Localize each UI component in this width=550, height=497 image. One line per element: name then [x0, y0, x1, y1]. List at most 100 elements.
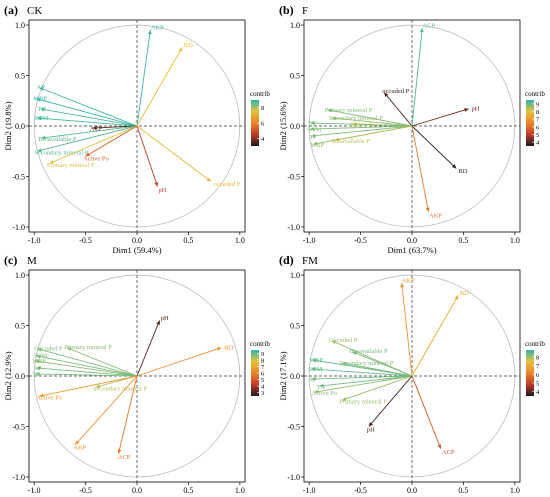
y-tick-label: -1.0	[12, 223, 25, 232]
vector-arrow-line	[368, 375, 413, 427]
legend-tick-label: 8	[261, 105, 264, 112]
vector-arrow-head	[35, 359, 40, 364]
vector-arrow-line	[310, 125, 413, 130]
legend-title: contrib	[250, 340, 270, 348]
vector-arrow-head	[37, 116, 42, 121]
vector-arrow-line	[37, 348, 138, 377]
vector-arrow-line	[136, 125, 212, 182]
legend-tick-label: 6	[261, 121, 265, 128]
vector-arrow-head	[95, 384, 101, 388]
vector-bd: BD	[136, 344, 234, 377]
vector-bd: BD	[411, 290, 469, 377]
vector-akp: AKP	[400, 278, 415, 377]
vector-label: TN	[307, 120, 316, 127]
vector-arrow-line	[136, 347, 222, 377]
panel-label: (c)	[4, 253, 17, 267]
legend-colorbar	[251, 350, 259, 396]
x-tick-label: 0.0	[407, 486, 417, 495]
vector-ap: AP	[308, 125, 413, 141]
vector-tn: TN	[316, 375, 413, 391]
vector-primary-mineral-p: Primary mineral P	[325, 107, 413, 127]
vector-arrow-head	[92, 125, 97, 130]
x-tick-label: 0.5	[458, 486, 468, 495]
vector-arrow-head	[216, 347, 222, 351]
vector-arrow-line	[411, 28, 423, 127]
vector-label: pH	[471, 105, 479, 112]
vector-arrow-line	[49, 125, 138, 164]
vector-arrow-line	[331, 117, 413, 127]
vector-tn: TN	[32, 371, 138, 378]
vector-label: Active Po	[83, 155, 109, 162]
y-tick-label: 0.0	[290, 122, 300, 131]
vector-ph: pH	[136, 125, 167, 194]
legend-tick-label: 3	[261, 390, 264, 397]
vector-arrow-line	[319, 375, 413, 387]
vector-arrow-head	[331, 340, 337, 345]
vector-arrow-head	[311, 376, 316, 381]
vector-label: pH	[159, 187, 167, 194]
vector-arrow-line	[311, 125, 413, 137]
vector-arrow-head	[327, 108, 333, 113]
y-tick-label: 1.0	[290, 21, 300, 30]
vector-occuded-p: Occuded P	[34, 345, 138, 377]
vector-label: Secondary mineral P	[34, 149, 89, 156]
vector-arrow-head	[49, 159, 55, 164]
x-tick-label: 1.0	[510, 486, 520, 495]
vector-arrow-line	[40, 108, 138, 127]
vector-label: MBP	[33, 95, 47, 102]
legend-colorbar	[526, 100, 534, 146]
vector-arrow-head	[154, 182, 159, 187]
vector-active-po: Active Po	[311, 375, 413, 397]
vector-arrow-head	[419, 28, 424, 33]
vector-arrow-line	[401, 283, 413, 377]
vector-arrow-head	[454, 295, 459, 300]
vector-arrow-line	[36, 355, 138, 377]
x-tick-label: -0.5	[79, 236, 92, 245]
vector-arrow-line	[118, 375, 138, 454]
vector-label: MBP	[32, 358, 46, 365]
vector-arrow-head	[67, 347, 72, 352]
vector-akp: AKP	[411, 125, 442, 219]
vector-som: SOM	[33, 353, 138, 377]
vector-akp: AKP	[73, 375, 138, 451]
vector-arrow-head	[85, 152, 91, 157]
vector-label: AKP	[429, 212, 442, 219]
vector-arrow-head	[400, 283, 405, 288]
vector-label: occuded P	[382, 88, 409, 95]
vector-arrow-head	[35, 372, 40, 377]
vector-arrow-line	[37, 125, 138, 152]
legend-tick-label: 4	[261, 136, 265, 143]
vector-arrow-line	[39, 375, 138, 397]
vector-arrow-head	[36, 354, 41, 359]
vector-ph: pH	[136, 315, 169, 377]
vector-primary-mineral-p: Primary mineral P	[64, 344, 138, 377]
vector-label: BD	[224, 344, 233, 351]
vector-arrow-head	[39, 393, 44, 398]
vector-label: SOM	[308, 366, 322, 373]
vector-mbp: MBP	[32, 358, 138, 377]
x-axis-title: Dim1 (63.7%)	[387, 245, 436, 255]
vector-som: SOM	[34, 115, 138, 127]
legend-tick-label: 8	[536, 109, 539, 116]
vector-arrow-head	[310, 121, 315, 126]
vector-primary-mineral-p: Primary mineral P	[339, 375, 413, 406]
vector-secondary-mineral-p: Secondary mineral P	[93, 375, 147, 392]
legend-tick-label: 7	[536, 117, 540, 124]
vector-arrow-line	[66, 347, 138, 377]
y-tick-label: 0.5	[15, 322, 25, 331]
panel-fm: (d) FM -1.0 -0.5 0.0 0.5 1.0 1.0 0.5 0.0 -0.5 -1.0 D…	[278, 253, 545, 497]
vector-acp: ACP	[411, 375, 455, 456]
y-tick-label: 0.5	[15, 72, 25, 81]
vector-arrow-head	[39, 87, 44, 91]
vector-acp: ACP	[117, 375, 138, 461]
panel-label: (a)	[4, 3, 18, 17]
vector-arrow-line	[74, 375, 138, 445]
vector-akp: AKP	[136, 25, 164, 127]
vector-active-po: Active Po	[36, 375, 138, 401]
vector-arrow-line	[411, 108, 469, 127]
treatment-label: FM	[302, 255, 318, 267]
y-axis-title: Dim2 (17.1%)	[278, 351, 288, 400]
vector-label: ACP	[423, 23, 436, 30]
legend-tick-label: 8	[536, 354, 539, 361]
